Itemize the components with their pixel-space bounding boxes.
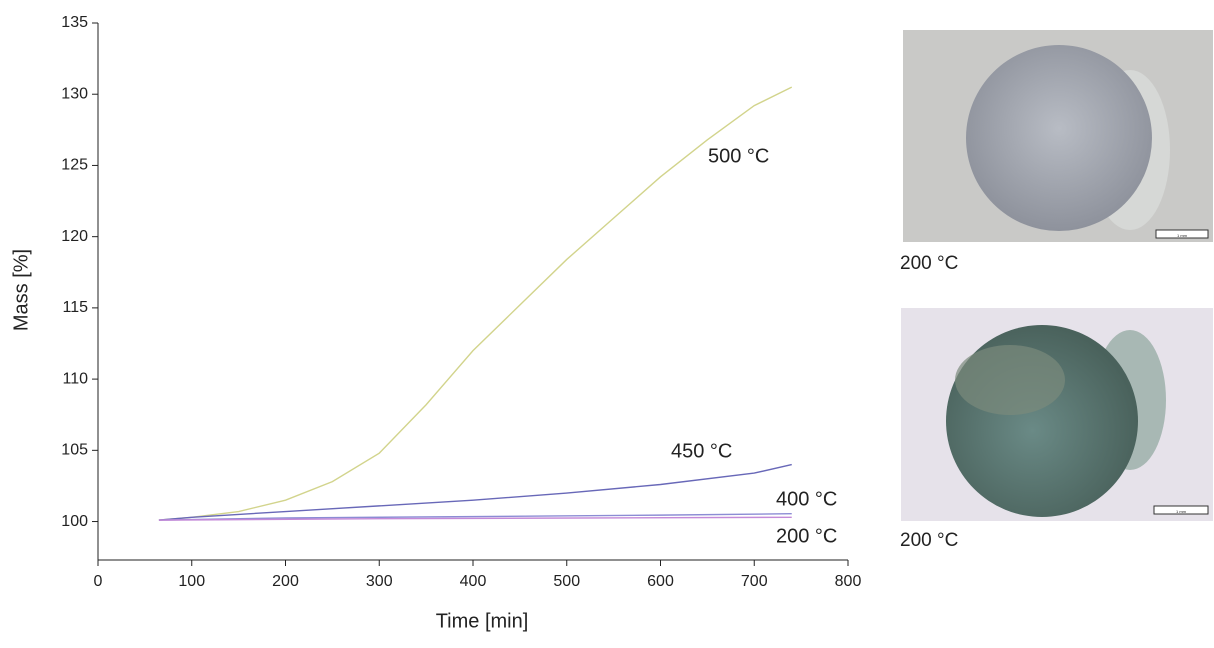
x-tick-label: 0 — [94, 573, 103, 590]
series-line — [158, 513, 792, 521]
x-tick-label: 800 — [835, 573, 862, 590]
x-tick-label: 600 — [647, 573, 674, 590]
panel-caption: 200 °C — [900, 530, 958, 551]
y-tick-label: 115 — [62, 299, 88, 316]
x-tick-label: 200 — [272, 573, 299, 590]
panel-caption: 200 °C — [900, 253, 958, 274]
y-tick-label: 100 — [61, 513, 88, 530]
series-label: 450 °C — [671, 440, 732, 462]
series-line — [158, 516, 792, 521]
series-label: 400 °C — [776, 488, 837, 510]
series-label: 500 °C — [708, 145, 769, 167]
scale-label: 1 mm — [1176, 509, 1187, 514]
x-tick-label: 100 — [178, 573, 205, 590]
photo-1 — [903, 30, 1213, 242]
series-line — [158, 86, 793, 521]
y-axis-label: Mass [%] — [10, 249, 32, 331]
y-tick-label: 125 — [61, 157, 88, 174]
y-tick-label: 110 — [62, 370, 88, 387]
scale-label: 1 mm — [1177, 233, 1188, 238]
photo-2 — [901, 308, 1213, 521]
y-tick-label: 105 — [61, 442, 88, 459]
x-tick-label: 400 — [460, 573, 487, 590]
series-label: 200 °C — [776, 525, 837, 547]
y-tick-label: 135 — [61, 14, 88, 31]
x-tick-label: 700 — [741, 573, 768, 590]
y-tick-label: 130 — [61, 85, 88, 102]
x-axis-label: Time [min] — [436, 610, 529, 632]
x-tick-label: 300 — [366, 573, 393, 590]
series-line — [158, 463, 792, 521]
x-tick-label: 500 — [553, 573, 580, 590]
y-tick-label: 120 — [61, 228, 88, 245]
